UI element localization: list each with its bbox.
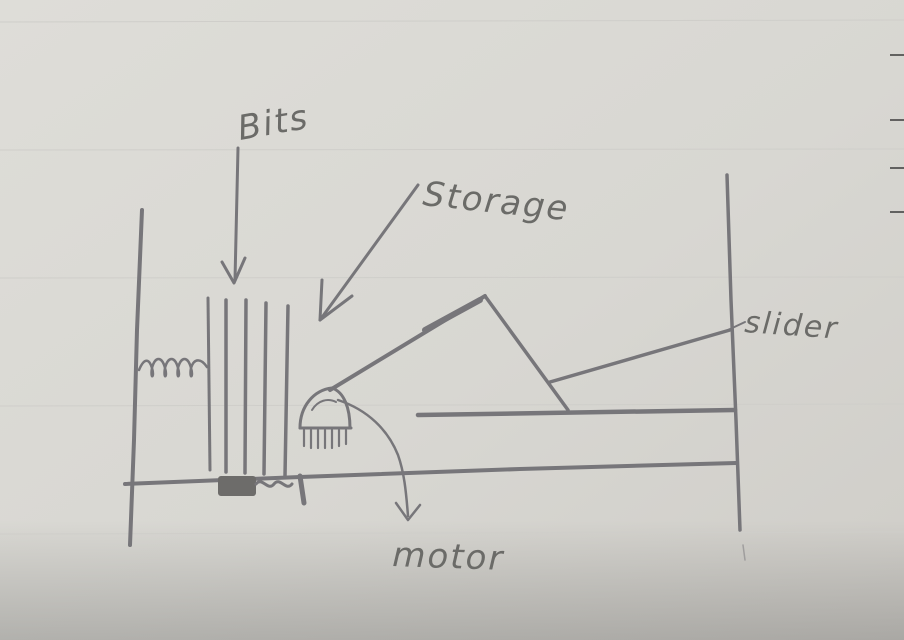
slider-leader — [727, 321, 746, 331]
right-post-faint — [742, 544, 746, 561]
bits-base-block — [218, 473, 307, 506]
spring — [137, 357, 209, 378]
label-slider: slider — [743, 305, 839, 346]
motor-arrow — [336, 398, 422, 522]
base-line — [123, 461, 738, 486]
track — [415, 407, 738, 418]
storage-arm — [328, 294, 738, 418]
left-post — [128, 208, 144, 547]
bits-arrow — [220, 146, 247, 285]
arm-upper-thick — [422, 297, 483, 333]
bit-4 — [262, 301, 268, 476]
frame — [123, 173, 746, 561]
ruled-lines — [0, 19, 904, 535]
bit-1 — [206, 296, 212, 472]
margin-ticks — [890, 54, 904, 213]
bit-5 — [283, 304, 290, 478]
label-motor: motor — [392, 535, 505, 579]
arm-diagonal — [483, 294, 570, 412]
bit-3 — [243, 298, 248, 475]
motor-gear — [298, 386, 353, 450]
slider-rod — [548, 328, 732, 384]
storage-arrow — [318, 183, 420, 322]
bits-stack — [206, 296, 290, 478]
right-post — [725, 173, 742, 532]
paper-bottom-shadow — [0, 520, 904, 640]
